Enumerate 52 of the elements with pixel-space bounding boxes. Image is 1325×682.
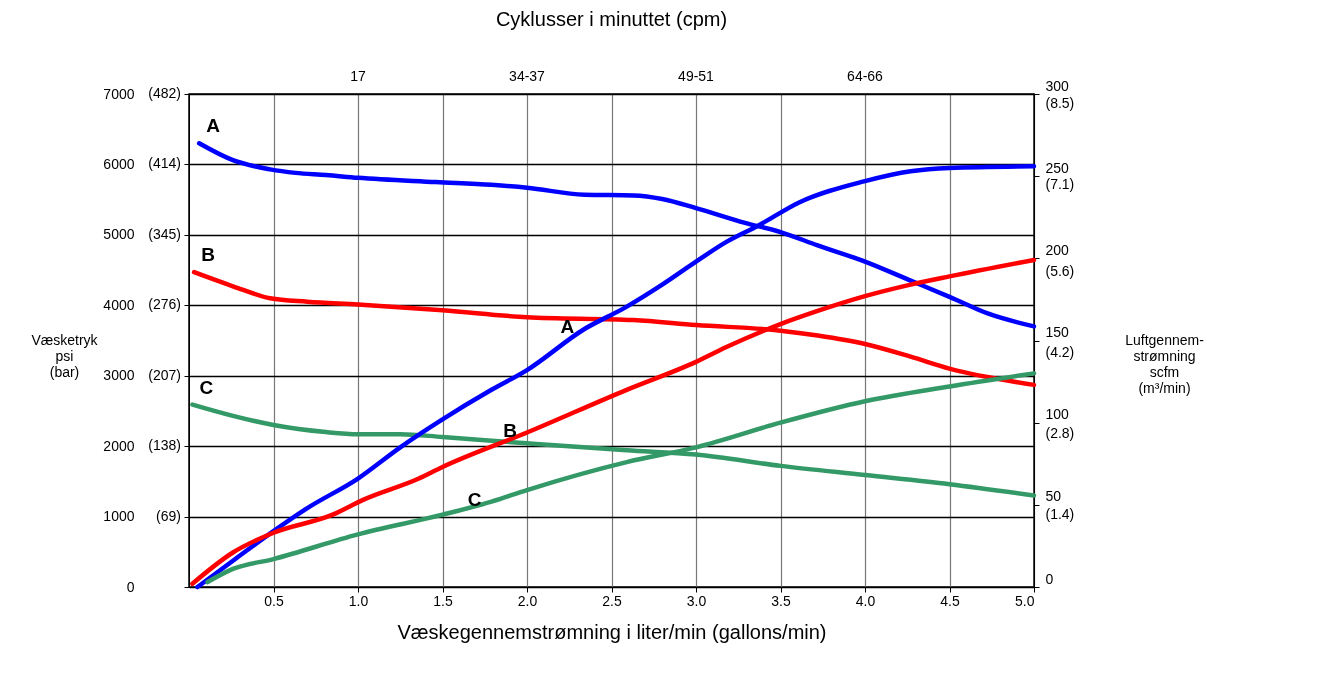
x2-axis-title: Cyklusser i minuttet (cpm)	[495, 8, 728, 30]
y-tick-label: 4000	[103, 296, 135, 313]
text: (482)	[148, 85, 181, 101]
text: (207)	[148, 366, 181, 383]
y-tick-label: 1000	[103, 508, 135, 525]
y-tick-label: 3000	[103, 367, 135, 384]
y-tick-label: 0	[126, 578, 135, 595]
y2-tick-label: 250	[1045, 159, 1070, 176]
x-tick-label: 2.5	[602, 592, 622, 609]
y3-tick-label: (5.6)	[1045, 262, 1075, 279]
text: 17	[350, 68, 366, 84]
x-tick-label: 3.0	[686, 592, 707, 609]
y3-tick-label: (7.1)	[1045, 175, 1075, 192]
y-tick-label: 5000	[103, 226, 135, 243]
x-tick-label: 4.5	[940, 592, 960, 609]
x-tick-label: 1.0	[348, 592, 369, 609]
series-label: A	[206, 115, 221, 137]
series-label: B	[201, 244, 215, 266]
text: 49-51	[678, 68, 715, 84]
y-tick-label: 7000	[103, 85, 135, 102]
y2-tick-label: 50	[1045, 488, 1062, 505]
y2-tick-label: 100	[1045, 406, 1070, 423]
y2-tick-label: 150	[1045, 324, 1070, 340]
text: (414)	[148, 155, 181, 172]
y2-axis-title: Luftgennem-strømning scfm (m³/min)	[1125, 332, 1205, 396]
text: 64-66	[847, 68, 884, 84]
y-tick-label: 6000	[103, 155, 135, 172]
series-label: B	[503, 419, 517, 441]
text: (345)	[148, 225, 181, 242]
y3-tick-label: (4.2)	[1045, 343, 1075, 360]
x-axis-title: Væskegennemstrømning i liter/min (gallons/min)	[397, 620, 827, 643]
x-tick-label: 0.5	[264, 592, 284, 609]
x-tick-label: 5.0	[1015, 592, 1035, 609]
x-tick-label: 1.5	[433, 592, 453, 609]
x-tick-label: 3.5	[771, 592, 791, 609]
y3-tick-label: (1.4)	[1045, 506, 1075, 523]
text: 34-37	[509, 68, 546, 84]
text: (138)	[148, 437, 181, 454]
y2-tick-label: 300	[1045, 77, 1070, 94]
y2-tick-label: 200	[1045, 241, 1070, 258]
text: (69)	[156, 507, 181, 524]
y3-tick-label: (8.5)	[1045, 94, 1075, 111]
y3-tick-label: (2.8)	[1045, 425, 1075, 442]
x-tick-label: 2.0	[517, 592, 538, 609]
series-label: C	[199, 376, 214, 398]
x-tick-label: 4.0	[855, 592, 876, 609]
series-label: C	[467, 488, 482, 510]
series-label: A	[560, 316, 575, 337]
y-axis-title: Væsketryk psi (bar)	[31, 332, 99, 380]
text: (276)	[148, 296, 181, 313]
y-tick-label: 2000	[103, 437, 135, 454]
y2-tick-label: 0	[1045, 570, 1054, 587]
